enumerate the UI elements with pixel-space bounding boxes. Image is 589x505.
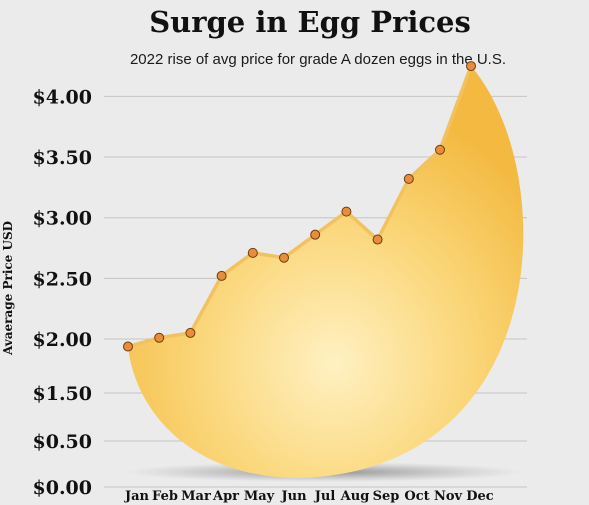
data-point-jun xyxy=(279,252,289,263)
data-point-apr xyxy=(216,270,227,281)
data-point-feb xyxy=(154,332,165,343)
data-point-sep xyxy=(372,234,383,245)
x-tick-label-mar: Mar xyxy=(181,489,211,504)
data-points xyxy=(123,61,476,352)
data-point-dec xyxy=(466,61,476,72)
x-tick-label-feb: Feb xyxy=(152,489,178,504)
y-tick-label: $2.00 xyxy=(33,329,93,351)
x-tick-label-oct: Oct xyxy=(404,489,429,504)
price-line xyxy=(127,65,473,349)
data-point-oct xyxy=(403,173,414,184)
x-tick-label-dec: Dec xyxy=(466,489,494,504)
y-tick-label: $0.00 xyxy=(33,477,93,499)
chart-title: Surge in Egg Prices xyxy=(149,5,471,39)
data-point-nov xyxy=(435,144,445,155)
data-point-jul xyxy=(310,229,321,240)
y-tick-label: $3.50 xyxy=(33,147,93,169)
y-axis-ticks: $0.00 $0.50 $1.50 $2.00 $2.50 $3.00 $3.50 $4.00 xyxy=(33,86,93,499)
data-point-jan xyxy=(123,341,133,352)
x-tick-label-jan: Jan xyxy=(124,489,150,504)
egg-shell-area xyxy=(128,66,524,478)
data-point-mar xyxy=(185,327,196,338)
x-tick-label-jun: Jun xyxy=(280,489,307,504)
data-point-aug xyxy=(341,206,352,217)
x-axis-ticks: Jan Feb Mar Apr May Jun Jul Aug Sep Oct Nov Dec xyxy=(124,489,494,504)
y-tick-label: $4.00 xyxy=(33,86,93,108)
x-tick-label-apr: Apr xyxy=(212,489,239,504)
y-tick-label: $1.50 xyxy=(33,383,93,405)
x-tick-label-nov: Nov xyxy=(434,489,463,504)
x-tick-label-may: May xyxy=(244,489,275,504)
chart-subtitle: 2022 rise of avg price for grade A dozen… xyxy=(130,51,506,68)
y-axis-label: Avaerage Price USD xyxy=(1,221,15,356)
x-tick-label-sep: Sep xyxy=(373,489,400,504)
y-tick-label: $2.50 xyxy=(33,268,93,290)
x-tick-label-jul: Jul xyxy=(314,489,336,504)
data-point-may xyxy=(247,247,258,258)
x-tick-label-aug: Aug xyxy=(340,489,370,504)
y-tick-label: $3.00 xyxy=(33,208,93,230)
y-tick-label: $0.50 xyxy=(33,431,93,453)
